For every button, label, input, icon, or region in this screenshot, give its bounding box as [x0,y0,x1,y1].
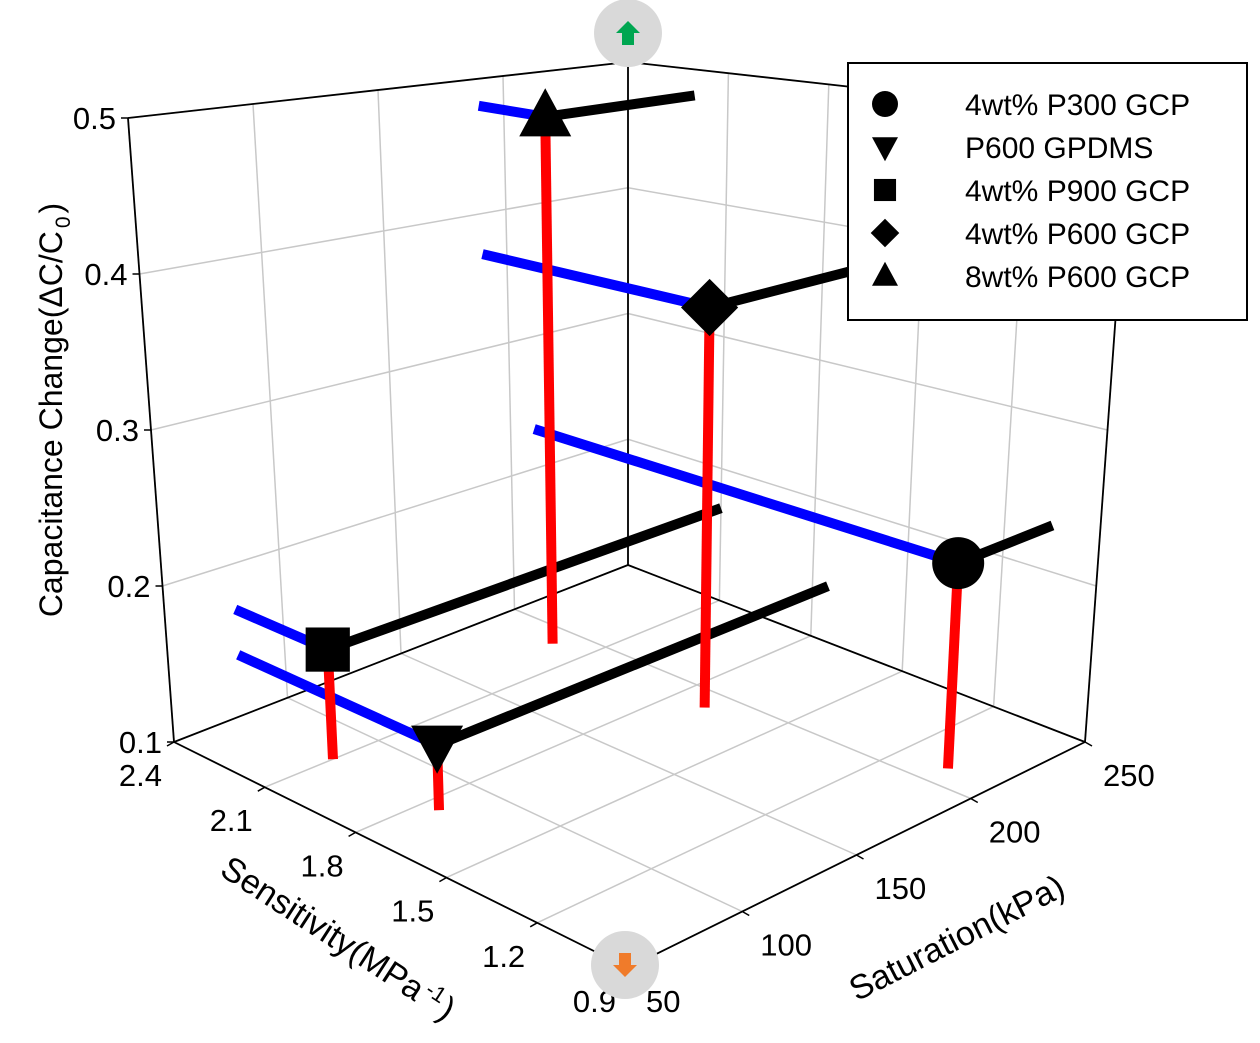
legend-label: 8wt% P600 GCP [965,261,1190,294]
drop-line-saturation [544,90,696,122]
arrow-up-icon [616,21,640,45]
y-tick-label: 50 [646,984,680,1019]
drop-line-floor [942,562,964,769]
z-axis-title: Capacitance Change(ΔC/C0) [33,203,75,617]
axis-line [127,61,629,119]
x-tick [529,922,538,928]
y-tick-label: 250 [1103,758,1155,793]
arrow-down-icon [613,953,637,977]
drop-line-sensitivity [236,650,440,750]
axis-line [627,564,1086,743]
z-tick-label: 0.2 [107,569,150,604]
x-tick [166,741,175,747]
floor-gridline [514,608,972,800]
y-tick [1084,741,1093,747]
right-wall-gridline [810,84,830,636]
x-tick-label: 1.2 [482,939,525,974]
drop-line-saturation [435,581,830,750]
z-tick-label: 0.3 [96,413,139,448]
y-tick [970,797,979,804]
z-tick-label: 0.4 [84,257,127,292]
y-tick-label: 150 [875,871,927,906]
data-point-triangle-down [411,725,464,774]
rotate-down-button[interactable] [591,931,659,999]
floor-gridline [287,697,743,913]
z-tick-label: 0.5 [73,101,116,136]
drop-line-saturation [708,265,857,313]
rotate-up-button[interactable] [594,0,662,67]
legend-label: 4wt% P600 GCP [965,218,1190,251]
right-wall-gridline [627,312,1108,431]
drop-line-saturation [326,503,723,655]
legend-label: 4wt% P300 GCP [965,89,1190,122]
legend-label: P600 GPDMS [965,132,1153,165]
left-wall-gridline [377,89,402,654]
x-tick-label: 2.4 [119,758,162,793]
axis-line [173,741,629,969]
data-point-square [305,627,350,672]
legend: 4wt% P300 GCP P600 GPDMS 4wt% P900 GCP 4wt%… [847,62,1248,321]
data-point-diamond [681,278,739,337]
legend-marker-triangle-down [872,137,898,162]
x-tick [348,831,356,838]
x-tick-label: 2.1 [210,803,253,838]
legend-marker-circle [872,91,898,117]
data-point-triangle-up [519,88,572,137]
z-tick-label: 0.1 [119,725,162,760]
x-tick [257,786,266,792]
left-wall-gridline [252,103,289,698]
projection-lines [233,90,1055,811]
data-markers [305,88,985,774]
drop-line-floor [540,116,558,644]
left-wall-gridline [502,75,516,610]
x-tick-label: 1.5 [391,894,434,929]
legend-box [847,62,1248,321]
legend-marker-triangle-up [872,261,898,286]
y-tick-label: 200 [989,815,1041,850]
drop-line-sensitivity [532,424,960,568]
legend-marker-square [873,178,897,202]
y-tick-label: 100 [760,928,812,963]
y-tick [856,854,864,860]
x-tick [439,876,447,883]
data-point-circle [932,537,985,590]
legend-label: 4wt% P900 GCP [965,175,1190,208]
x-tick-label: 1.8 [300,848,343,883]
drop-line-sensitivity [481,249,711,313]
legend-marker-diamond [870,218,900,248]
drop-line-floor [699,307,715,708]
y-tick [741,910,750,917]
tick-labels: 0.10.20.30.40.50.91.21.51.82.12.45010015… [73,101,1155,1019]
floor-gridline [400,652,857,856]
